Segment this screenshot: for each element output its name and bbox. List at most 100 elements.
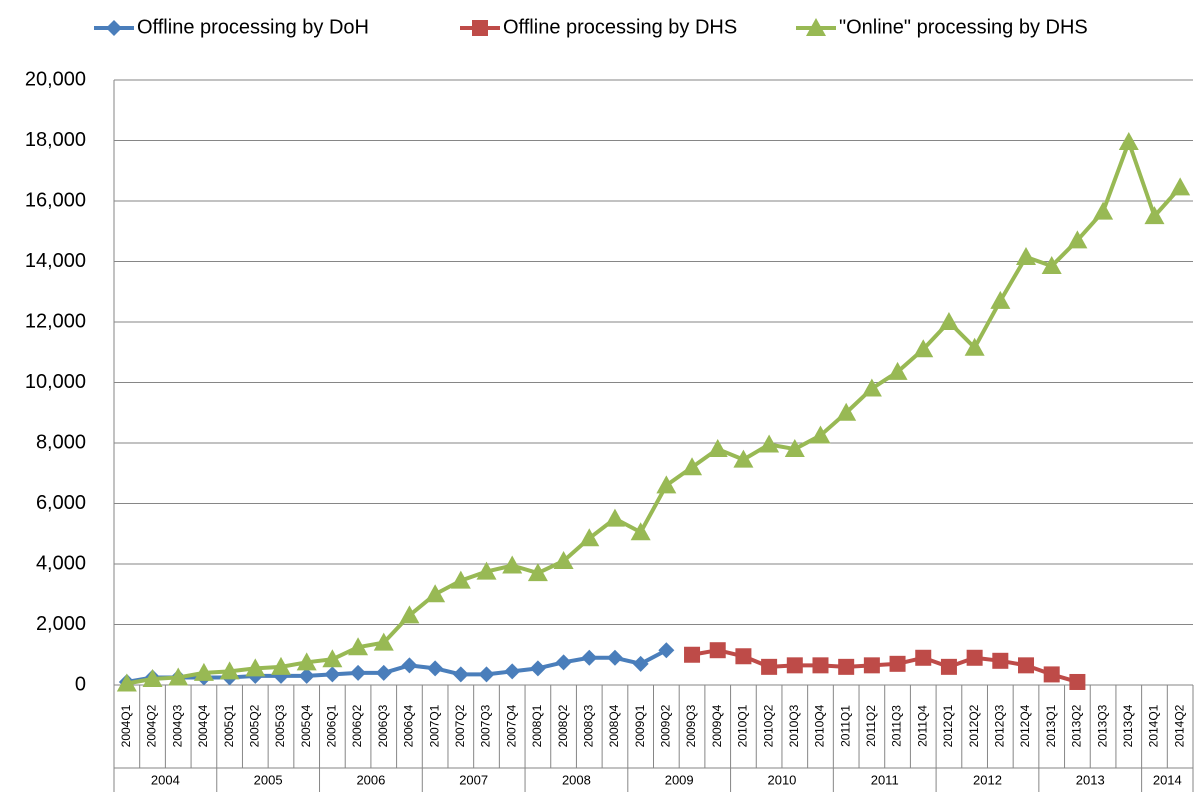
x-tick-label: 2011Q2	[864, 705, 878, 747]
marker	[735, 648, 752, 665]
marker	[348, 637, 369, 656]
marker	[116, 673, 137, 692]
x-tick-label: 2005Q3	[273, 704, 287, 747]
y-tick-label: 12,000	[25, 310, 86, 332]
marker	[1069, 673, 1086, 690]
marker	[1016, 246, 1037, 265]
group-label: 2008	[562, 772, 591, 787]
marker	[142, 668, 163, 687]
x-tick-label: 2007Q2	[453, 704, 467, 747]
marker	[581, 649, 598, 666]
x-tick-label: 2013Q4	[1121, 704, 1135, 747]
marker	[966, 649, 983, 666]
x-tick-label: 2011Q1	[838, 705, 852, 747]
group-label: 2009	[665, 772, 694, 787]
marker	[913, 339, 934, 358]
marker	[992, 652, 1009, 669]
group-label: 2013	[1076, 772, 1105, 787]
marker	[861, 378, 882, 397]
x-tick-label: 2006Q3	[376, 704, 390, 747]
marker	[350, 664, 367, 681]
marker	[938, 312, 959, 330]
x-tick-label: 2013Q1	[1044, 704, 1058, 747]
marker	[450, 570, 471, 589]
marker	[401, 657, 418, 674]
marker	[245, 658, 266, 677]
legend-marker	[472, 20, 488, 36]
group-label: 2011	[871, 772, 899, 787]
marker	[219, 661, 240, 680]
marker	[682, 457, 703, 476]
group-label: 2006	[356, 772, 385, 787]
x-tick-label: 2008Q4	[607, 704, 621, 747]
legend-marker	[106, 20, 122, 36]
marker	[373, 632, 394, 651]
marker	[915, 649, 932, 666]
x-tick-label: 2014Q2	[1172, 704, 1186, 747]
x-tick-label: 2012Q2	[967, 704, 981, 747]
marker	[812, 657, 829, 674]
marker	[940, 658, 957, 675]
x-tick-label: 2008Q1	[530, 704, 544, 747]
marker	[630, 522, 651, 541]
marker	[504, 663, 521, 680]
x-tick-label: 2008Q2	[556, 704, 570, 747]
y-tick-label: 6,000	[36, 492, 86, 514]
group-label: 2004	[151, 772, 180, 787]
marker	[658, 642, 675, 659]
x-tick-label: 2006Q2	[350, 704, 364, 747]
legend-text: "Online" processing by DHS	[839, 16, 1088, 38]
marker	[1093, 201, 1114, 220]
y-tick-label: 8,000	[36, 431, 86, 453]
marker	[990, 290, 1011, 309]
y-tick-label: 18,000	[25, 129, 86, 151]
group-label: 2012	[973, 772, 1002, 787]
group-label: 2014	[1153, 772, 1182, 787]
series-line	[126, 140, 1182, 686]
x-tick-label: 2007Q1	[427, 704, 441, 747]
marker	[656, 475, 677, 494]
marker	[836, 402, 857, 421]
legend-text: Offline processing by DoH	[137, 16, 369, 38]
y-tick-label: 4,000	[36, 552, 86, 574]
x-tick-label: 2012Q3	[992, 704, 1006, 747]
x-tick-label: 2012Q4	[1018, 704, 1032, 747]
group-label: 2007	[459, 772, 488, 787]
marker	[887, 361, 908, 380]
marker	[1118, 132, 1139, 151]
x-tick-label: 2011Q3	[890, 705, 904, 747]
marker	[452, 666, 469, 683]
marker	[838, 658, 855, 675]
x-tick-label: 2010Q3	[787, 704, 801, 747]
marker	[1170, 177, 1191, 196]
marker	[786, 657, 803, 674]
marker	[604, 508, 625, 527]
marker	[761, 658, 778, 675]
marker	[1067, 230, 1088, 249]
x-tick-label: 2007Q3	[479, 704, 493, 747]
marker	[1043, 666, 1060, 683]
marker	[889, 655, 906, 672]
marker	[684, 646, 701, 663]
x-tick-label: 2005Q1	[222, 704, 236, 747]
y-tick-label: 20,000	[25, 68, 86, 90]
marker	[168, 667, 189, 686]
x-tick-label: 2010Q1	[736, 704, 750, 747]
x-tick-label: 2004Q1	[119, 704, 133, 747]
marker	[1041, 256, 1062, 275]
legend-marker	[806, 18, 826, 36]
x-tick-label: 2010Q2	[761, 704, 775, 747]
marker	[964, 337, 985, 356]
marker	[427, 660, 444, 677]
group-label: 2005	[254, 772, 283, 787]
marker	[527, 563, 548, 582]
legend-text: Offline processing by DHS	[503, 16, 737, 38]
x-tick-label: 2014Q1	[1147, 704, 1161, 747]
series-line	[126, 648, 668, 684]
x-tick-label: 2004Q4	[196, 704, 210, 747]
x-tick-label: 2010Q4	[813, 704, 827, 747]
marker	[606, 649, 623, 666]
marker	[709, 642, 726, 659]
x-tick-label: 2006Q4	[402, 704, 416, 747]
marker	[707, 439, 728, 458]
